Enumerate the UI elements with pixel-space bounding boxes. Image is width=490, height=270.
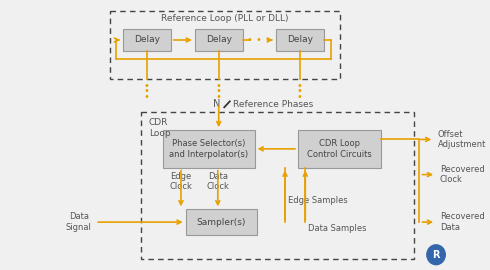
Circle shape (427, 245, 445, 265)
Text: Sampler(s): Sampler(s) (197, 218, 246, 227)
Text: •: • (216, 92, 221, 102)
Text: Recovered
Clock: Recovered Clock (440, 165, 485, 184)
Text: Delay: Delay (287, 35, 313, 45)
Bar (195, 29, 243, 51)
Text: •: • (216, 86, 221, 96)
Text: • • •: • • • (247, 35, 271, 45)
Text: Delay: Delay (206, 35, 232, 45)
Bar (298, 130, 381, 168)
Text: Edge Samples: Edge Samples (288, 196, 347, 205)
Text: •: • (297, 86, 303, 96)
Text: •: • (216, 80, 221, 90)
Text: •: • (144, 86, 150, 96)
Bar (110, 11, 340, 79)
Text: Delay: Delay (134, 35, 160, 45)
Text: N: N (213, 99, 220, 109)
Text: Edge
Clock: Edge Clock (170, 172, 193, 191)
Text: •: • (297, 92, 303, 102)
Bar (142, 112, 414, 259)
Text: Reference Loop (PLL or DLL): Reference Loop (PLL or DLL) (161, 14, 289, 23)
Text: •: • (297, 80, 303, 90)
Text: Data
Clock: Data Clock (206, 172, 229, 191)
Bar (186, 209, 257, 235)
Text: •: • (144, 80, 150, 90)
Text: CDR Loop
Control Circuits: CDR Loop Control Circuits (307, 139, 372, 158)
Text: •: • (144, 92, 150, 102)
Bar (123, 29, 171, 51)
Text: Offset
Adjustment: Offset Adjustment (438, 130, 486, 149)
Text: Data
Signal: Data Signal (66, 212, 92, 232)
Text: Data Samples: Data Samples (308, 224, 367, 233)
Text: Reference Phases: Reference Phases (233, 100, 314, 109)
Bar (276, 29, 324, 51)
Bar (163, 130, 255, 168)
Text: Phase Selector(s)
and Interpolator(s): Phase Selector(s) and Interpolator(s) (169, 139, 248, 158)
Text: R: R (432, 250, 440, 260)
Text: Recovered
Data: Recovered Data (440, 212, 485, 232)
Text: CDR
Loop: CDR Loop (149, 118, 171, 138)
